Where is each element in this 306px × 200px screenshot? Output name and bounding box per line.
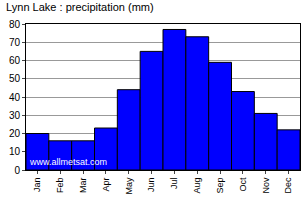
- svg-text:10: 10: [9, 146, 21, 157]
- svg-text:Dec: Dec: [284, 177, 294, 194]
- svg-text:Feb: Feb: [55, 178, 65, 194]
- svg-text:Oct: Oct: [238, 177, 248, 192]
- svg-text:Jun: Jun: [147, 178, 157, 193]
- svg-text:40: 40: [9, 92, 21, 103]
- svg-text:70: 70: [9, 37, 21, 48]
- svg-text:Sep: Sep: [215, 178, 225, 194]
- svg-text:Aug: Aug: [192, 178, 202, 194]
- svg-text:Lynn Lake : precipitation (mm): Lynn Lake : precipitation (mm): [6, 1, 154, 13]
- svg-text:Jul: Jul: [169, 178, 179, 190]
- svg-text:Nov: Nov: [261, 177, 271, 194]
- svg-text:Jan: Jan: [32, 178, 42, 193]
- svg-text:0: 0: [14, 165, 20, 176]
- svg-text:60: 60: [9, 55, 21, 66]
- svg-text:20: 20: [9, 128, 21, 139]
- svg-text:80: 80: [9, 19, 21, 30]
- svg-text:30: 30: [9, 110, 21, 121]
- svg-text:May: May: [124, 177, 134, 195]
- svg-text:50: 50: [9, 73, 21, 84]
- svg-text:www.allmetsat.com: www.allmetsat.com: [29, 157, 107, 167]
- svg-text:Apr: Apr: [101, 178, 111, 192]
- svg-text:Mar: Mar: [78, 178, 88, 194]
